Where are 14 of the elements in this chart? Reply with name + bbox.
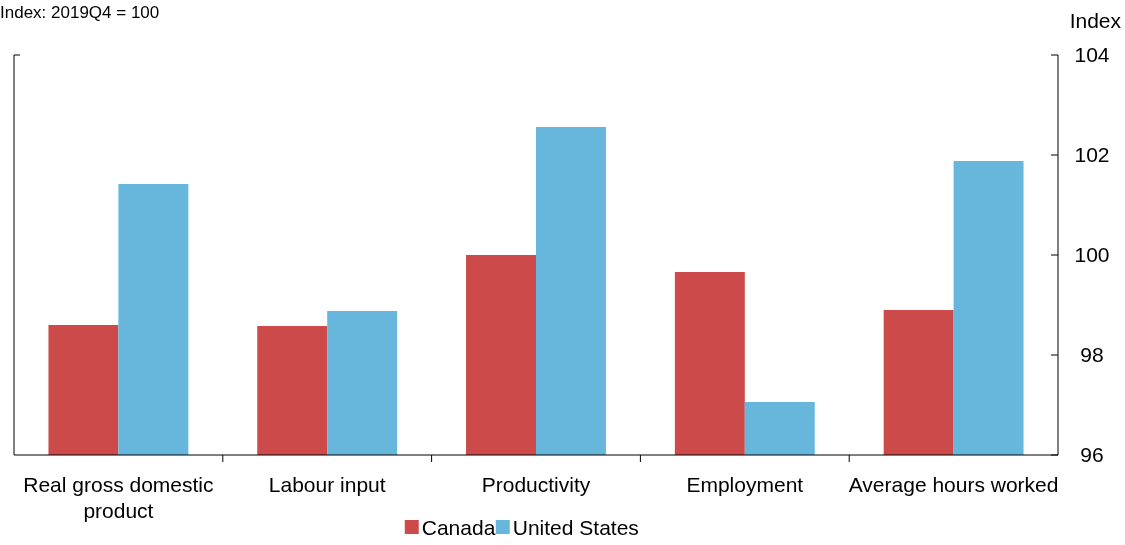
x-tick-label: Labour input [268, 473, 386, 496]
y-tick-label: 98 [1080, 343, 1104, 366]
legend-label: United States [512, 516, 639, 539]
y-tick-label: 102 [1074, 143, 1110, 166]
legend-label: Canada [421, 516, 496, 539]
x-tick-label: Real gross domestic product [23, 473, 214, 522]
x-tick-label: Average hours worked [848, 473, 1059, 496]
y-tick-label: 96 [1080, 443, 1104, 466]
x-tick-label: Productivity [481, 473, 591, 496]
y-axis-title: Index [1069, 9, 1122, 32]
chart-subtitle: Index: 2019Q4 = 100 [0, 3, 160, 22]
y-tick-label: 100 [1074, 243, 1110, 266]
y-tick-label: 104 [1074, 43, 1110, 66]
x-tick-label: Employment [686, 473, 804, 496]
